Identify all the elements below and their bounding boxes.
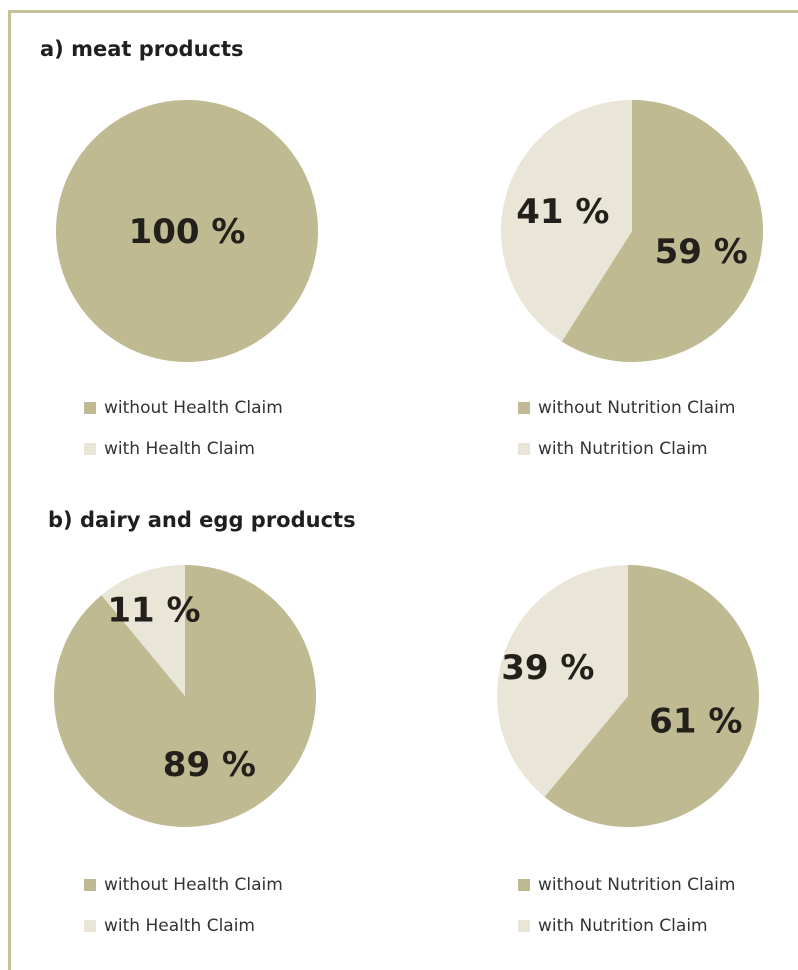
pie-chart-dairy-nutrition: 61 % 39 % [497,565,759,827]
legend-label: without Nutrition Claim [538,398,736,418]
slice-value-label: 39 % [501,648,594,688]
slice-value-label: 100 % [129,212,246,252]
legend-label: with Nutrition Claim [538,439,708,459]
legend-swatch [84,402,96,414]
section-title-meat: a) meat products [40,37,244,61]
legend-swatch [84,920,96,932]
pie-chart-dairy-health: 89 % 11 % [53,565,317,827]
legend-item: with Nutrition Claim [518,439,708,459]
pie-slice-without [56,100,318,362]
legend-swatch [518,402,530,414]
legend-swatch [518,443,530,455]
legend-item: without Nutrition Claim [518,875,735,895]
legend-item: without Health Claim [84,875,283,895]
pie-slice-with [101,565,185,696]
legend-item: without Nutrition Claim [518,398,735,418]
slice-value-label: 89 % [163,745,256,785]
slice-value-label: 41 % [516,192,609,232]
slice-value-label: 61 % [649,701,742,741]
figure-frame [8,10,798,970]
legend-label: without Health Claim [104,398,283,418]
pie-slice-with [501,100,632,342]
legend-item: with Nutrition Claim [518,916,708,936]
legend-label: without Health Claim [104,875,283,895]
legend-label: with Health Claim [104,916,255,936]
section-title-dairy: b) dairy and egg products [48,508,356,532]
pie-chart-meat-health: 100 % [56,100,318,362]
pie-slice-with [497,565,628,797]
pie-chart-meat-nutrition: 59 % 41 % [501,100,763,362]
legend-item: with Health Claim [84,916,255,936]
legend-swatch [84,443,96,455]
slice-value-label: 59 % [655,232,748,272]
legend-item: without Health Claim [84,398,283,418]
legend-item: with Health Claim [84,439,255,459]
legend-label: without Nutrition Claim [538,875,736,895]
legend-label: with Health Claim [104,439,255,459]
pie-slice-without [544,565,759,827]
legend-swatch [84,879,96,891]
legend-label: with Nutrition Claim [538,916,708,936]
pie-slice-without [561,100,763,362]
slice-value-label: 11 % [107,591,200,631]
legend-swatch [518,879,530,891]
legend-swatch [518,920,530,932]
